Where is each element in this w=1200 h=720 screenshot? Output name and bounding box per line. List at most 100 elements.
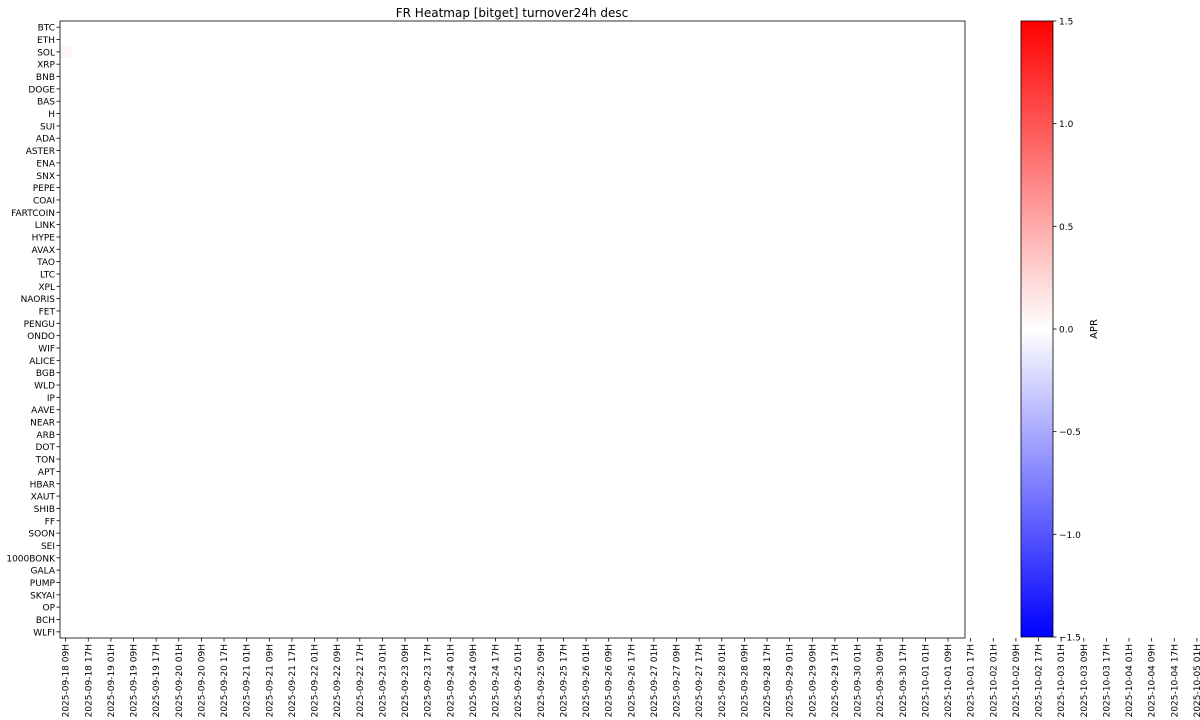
- y-tick-label: SNX: [36, 172, 55, 182]
- y-tick-label: WIF: [38, 345, 55, 355]
- y-tick-label: ARB: [36, 431, 55, 441]
- y-tick-label: 1000BONK: [6, 554, 56, 564]
- y-tick-label: LINK: [35, 221, 56, 231]
- x-tick-label: 2025-09-28 09H: [740, 644, 750, 717]
- x-tick-label: 2025-10-05 01H: [1193, 644, 1200, 717]
- y-tick-label: PENGU: [24, 320, 55, 330]
- x-tick-label: 2025-09-20 17H: [220, 644, 230, 717]
- colorbar-tick-label: 0.5: [1059, 223, 1073, 233]
- colorbar-ticks: 1.5 1.0 0.5 0.0 −0.5 −1.0 −1.5: [1053, 18, 1081, 644]
- y-tick-label: DOGE: [28, 85, 55, 95]
- heatmap-cell: [60, 45, 72, 59]
- y-tick-label: BGB: [36, 369, 55, 379]
- x-tick-label: 2025-09-22 01H: [311, 644, 321, 717]
- y-tick-label: NEAR: [30, 419, 55, 429]
- y-tick-label: XPL: [38, 283, 55, 293]
- x-tick-label: 2025-10-01 09H: [944, 644, 954, 717]
- x-tick-label: 2025-09-30 01H: [854, 644, 864, 717]
- x-tick-label: 2025-10-01 01H: [921, 644, 931, 717]
- x-tick-label: 2025-10-03 01H: [1057, 644, 1067, 717]
- y-tick-label: SOL: [37, 48, 55, 58]
- plot-frame: [59, 20, 966, 639]
- x-tick-label: 2025-10-02 17H: [1035, 644, 1045, 717]
- x-tick-label: 2025-09-23 17H: [424, 644, 434, 717]
- x-tick-label: 2025-09-24 17H: [492, 644, 502, 717]
- y-tick-label: AAVE: [31, 406, 55, 416]
- y-tick-label: OP: [42, 604, 55, 614]
- x-tick-label: 2025-09-30 17H: [899, 644, 909, 717]
- x-tick-label: 2025-09-19 17H: [152, 644, 162, 717]
- x-tick-label: 2025-09-20 09H: [197, 644, 207, 717]
- x-tick-label: 2025-09-22 17H: [356, 644, 366, 717]
- x-tick-label: 2025-09-29 09H: [808, 644, 818, 717]
- y-tick-label: SEI: [41, 542, 55, 552]
- y-tick-label: PEPE: [33, 184, 56, 194]
- x-tick-label: 2025-09-28 17H: [763, 644, 773, 717]
- y-tick-label: XRP: [37, 61, 55, 71]
- y-tick-label: COAI: [33, 196, 55, 206]
- x-tick-label: 2025-09-27 01H: [650, 644, 660, 717]
- x-tick-label: 2025-10-03 17H: [1102, 644, 1112, 717]
- x-tick-label: 2025-09-19 09H: [130, 644, 140, 717]
- x-tick-label: 2025-10-01 17H: [967, 644, 977, 717]
- chart-title: FR Heatmap [bitget] turnover24h desc: [396, 6, 628, 20]
- y-tick-label: HYPE: [32, 233, 56, 243]
- x-tick-label: 2025-09-27 17H: [695, 644, 705, 717]
- x-tick-label: 2025-09-26 09H: [605, 644, 615, 717]
- colorbar-tick-label: −1.5: [1059, 634, 1081, 644]
- x-tick-label: 2025-09-19 01H: [107, 644, 117, 717]
- x-tick-label: 2025-09-21 09H: [265, 644, 275, 717]
- x-tick-label: 2025-09-22 09H: [333, 644, 343, 717]
- colorbar: 1.5 1.0 0.5 0.0 −0.5 −1.0 −1.5 APR: [1020, 18, 1100, 644]
- x-tick-label: 2025-09-20 01H: [175, 644, 185, 717]
- x-tick-label: 2025-09-28 01H: [718, 644, 728, 717]
- x-tick-label: 2025-10-02 01H: [989, 644, 999, 717]
- y-tick-label: H: [48, 110, 55, 120]
- x-tick-label: 2025-09-25 01H: [514, 644, 524, 717]
- x-tick-label: 2025-09-18 09H: [62, 644, 72, 717]
- y-tick-label: ALICE: [29, 357, 55, 367]
- y-tick-label: BNB: [36, 73, 55, 83]
- y-tick-label: BCH: [36, 616, 55, 626]
- y-tick-label: WLFI: [33, 628, 55, 638]
- y-tick-label: PUMP: [30, 579, 56, 589]
- x-tick-label: 2025-09-26 17H: [627, 644, 637, 717]
- y-tick-label: ENA: [36, 159, 55, 169]
- x-tick-label: 2025-10-03 09H: [1080, 644, 1090, 717]
- x-tick-label: 2025-09-23 01H: [378, 644, 388, 717]
- x-tick-label: 2025-09-25 17H: [559, 644, 569, 717]
- y-tick-label: SKYAI: [30, 591, 55, 601]
- colorbar-tick-label: 0.0: [1059, 326, 1074, 336]
- y-tick-label: HBAR: [30, 480, 55, 490]
- colorbar-label: APR: [1089, 319, 1100, 339]
- colorbar-tick-label: 1.5: [1059, 18, 1073, 28]
- y-tick-label: ETH: [37, 36, 55, 46]
- y-tick-label: TAO: [36, 258, 55, 268]
- y-tick-label: NAORIS: [21, 295, 56, 305]
- x-tick-label: 2025-10-02 09H: [1012, 644, 1022, 717]
- colorbar-gradient: [1020, 20, 1054, 638]
- y-tick-label: BAS: [37, 98, 55, 108]
- x-tick-label: 2025-09-24 01H: [446, 644, 456, 717]
- heatmap-cells: [60, 45, 72, 59]
- x-tick-label: 2025-09-27 09H: [673, 644, 683, 717]
- y-tick-label: WLD: [34, 382, 55, 392]
- y-tick-label: GALA: [30, 567, 55, 577]
- x-tick-label: 2025-09-18 17H: [84, 644, 94, 717]
- y-tick-label: FET: [39, 307, 56, 317]
- y-tick-label: SUI: [40, 122, 55, 132]
- x-tick-label: 2025-09-23 09H: [401, 644, 411, 717]
- y-tick-label: AVAX: [32, 246, 55, 256]
- colorbar-tick-label: −1.0: [1059, 531, 1081, 541]
- y-tick-label: TON: [35, 456, 55, 466]
- y-tick-label: DOT: [35, 443, 55, 453]
- x-tick-label: 2025-09-30 09H: [876, 644, 886, 717]
- y-tick-label: FF: [45, 517, 55, 527]
- y-tick-label: XAUT: [31, 493, 56, 503]
- colorbar-tick-label: 1.0: [1059, 120, 1074, 130]
- y-tick-label: BTC: [38, 24, 55, 34]
- x-axis: 2025-09-18 09H 2025-09-18 17H 2025-09-19 0…: [62, 638, 1200, 717]
- y-tick-label: SOON: [28, 530, 55, 540]
- y-tick-label: ASTER: [26, 147, 55, 157]
